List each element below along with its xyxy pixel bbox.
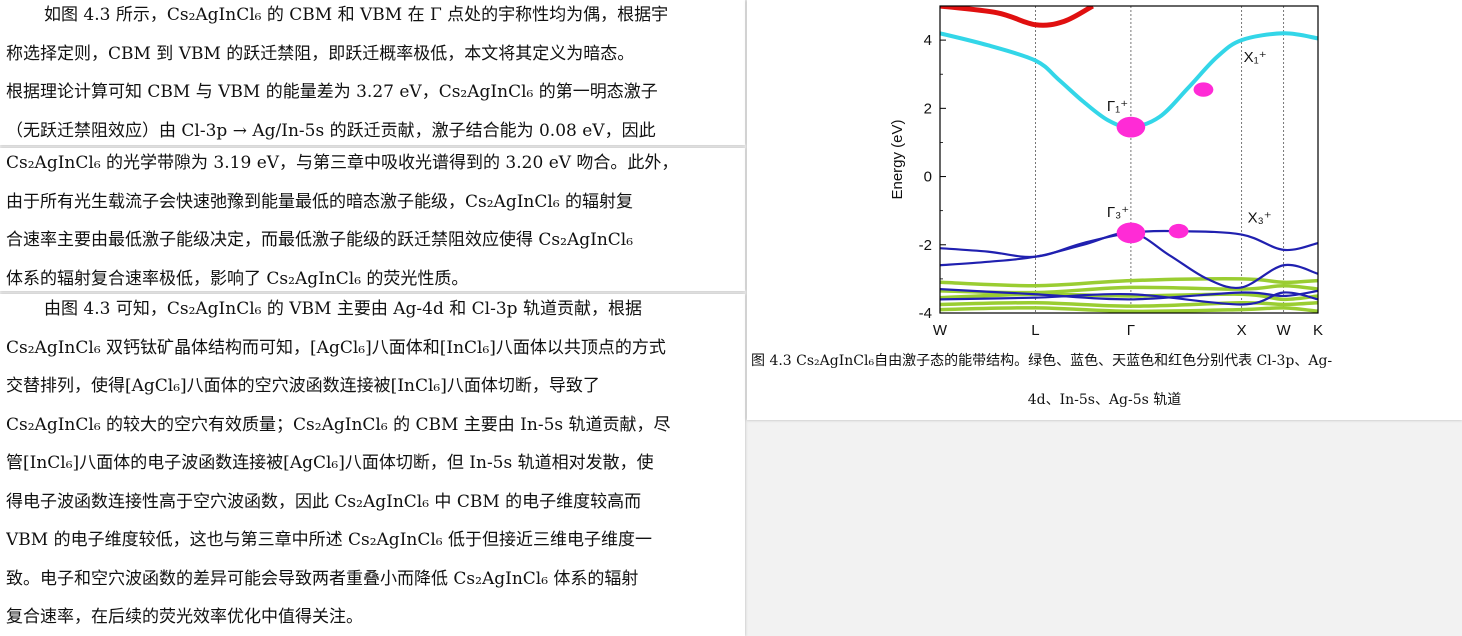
text-line: 管[InCl₆]八面体的电子波函数连接被[AgCl₆]八面体切断，但 In-5s…	[6, 453, 654, 473]
text-line: 体系的辐射复合速率极低，影响了 Cs₂AgInCl₆ 的荧光性质。	[6, 268, 469, 289]
text-line: （无跃迁禁阻效应）由 Cl-3p → Ag/In-5s 的跃迁贡献，激子结合能为…	[6, 120, 656, 141]
band-line-ag-5s	[940, 6, 1094, 28]
x-tick-label: L	[1031, 322, 1039, 339]
text-page-3: 由图 4.3 可知，Cs₂AgInCl₆ 的 VBM 主要由 Ag-4d 和 C…	[0, 294, 745, 636]
text-line: 称选择定则，CBM 到 VBM 的跃迁禁阻，即跃迁概率极低，本文将其定义为暗态。	[6, 43, 635, 64]
bands-group	[940, 6, 1318, 313]
point-label-gamma1: Γ₁⁺	[1107, 98, 1128, 115]
figure-page: -4 -2 0 2 4 W L Γ X W K Energy (eV) Γ₁⁺ X₁⁺ Γ₃⁺ X₃⁺ 图 4…	[747, 0, 1462, 420]
text-line: 致。电子和空穴波函数的差异可能会导致两者重叠小而降低 Cs₂AgInCl₆ 体系…	[6, 568, 639, 589]
figure-caption-line-1: 图 4.3 Cs₂AgInCl₆自由激子态的能带结构。绿色、蓝色、天蓝色和红色分…	[751, 353, 1333, 369]
text-page-2: Cs₂AgInCl₆ 的光学带隙为 3.19 eV，与第三章中吸收光谱得到的 3…	[0, 148, 745, 291]
x-tick-label: W	[933, 322, 948, 339]
y-tick-label: 0	[924, 169, 932, 186]
x-tick-label: Γ	[1127, 322, 1135, 339]
text-line: 由于所有光生载流子会快速弛豫到能量最低的暗态激子能级，Cs₂AgInCl₆ 的辐…	[6, 191, 634, 212]
text-line: 由图 4.3 可知，Cs₂AgInCl₆ 的 VBM 主要由 Ag-4d 和 C…	[44, 299, 642, 319]
y-axis-label: Energy (eV)	[889, 119, 906, 199]
point-label-gamma3: Γ₃⁺	[1107, 204, 1129, 221]
y-tick-label: -2	[919, 237, 932, 254]
orbital-weight-highlight	[1116, 222, 1146, 244]
band-line-ag-4d-lower	[940, 231, 1318, 290]
text-line: 根据理论计算可知 CBM 与 VBM 的能量差为 3.27 eV，Cs₂AgIn…	[6, 82, 658, 102]
text-line: 交替排列，使得[AgCl₆]八面体的空穴波函数连接被[InCl₆]八面体切断，导…	[6, 376, 600, 396]
band-line-cl-3p-1	[940, 277, 1318, 288]
text-line: Cs₂AgInCl₆ 双钙钛矿晶体结构而可知，[AgCl₆]八面体和[InCl₆…	[6, 337, 666, 358]
y-tick-label: -4	[919, 305, 932, 322]
text-line: Cs₂AgInCl₆ 的较大的空穴有效质量；Cs₂AgInCl₆ 的 CBM 主…	[6, 414, 671, 435]
band-structure-chart: -4 -2 0 2 4 W L Γ X W K Energy (eV) Γ₁⁺ X₁⁺ Γ₃⁺ X₃⁺	[889, 5, 1323, 339]
text-line: VBM 的电子维度较低，这也与第三章中所述 Cs₂AgInCl₆ 低于但接近三维…	[6, 530, 653, 550]
band-line-in-5s	[940, 31, 1318, 130]
x-tick-label: X	[1237, 322, 1247, 339]
text-line: 合速率主要由最低激子能级决定，而最低激子能级的跃迁禁阻效应使得 Cs₂AgInC…	[6, 230, 634, 250]
text-line: 如图 4.3 所示，Cs₂AgInCl₆ 的 CBM 和 VBM 在 Γ 点处的…	[44, 5, 669, 25]
text-line: Cs₂AgInCl₆ 的光学带隙为 3.19 eV，与第三章中吸收光谱得到的 3…	[6, 153, 679, 173]
band-line-ag-4d-deep-2	[940, 291, 1318, 306]
text-page-1: 如图 4.3 所示，Cs₂AgInCl₆ 的 CBM 和 VBM 在 Γ 点处的…	[0, 0, 745, 145]
text-line: 复合速率，在后续的荧光效率优化中值得关注。	[6, 607, 363, 627]
figure-caption-line-2: 4d、In-5s、Ag-5s 轨道	[1027, 392, 1182, 408]
plot-frame	[939, 5, 1319, 314]
y-tick-label: 2	[924, 100, 932, 117]
x-tick-label: K	[1313, 322, 1323, 339]
point-label-x1: X₁⁺	[1244, 49, 1267, 66]
point-label-x3: X₃⁺	[1248, 210, 1272, 227]
orbital-weight-highlight	[1168, 223, 1189, 239]
x-tick-label: W	[1277, 322, 1292, 339]
orbital-weight-highlight	[1116, 116, 1146, 138]
band-line-cl-3p-4	[940, 300, 1318, 308]
orbital-weight-highlight	[1193, 82, 1214, 97]
y-tick-label: 4	[924, 32, 932, 49]
band-line-cl-3p-5	[940, 306, 1318, 313]
text-line: 得电子波函数连接性高于空穴波函数，因此 Cs₂AgInCl₆ 中 CBM 的电子…	[6, 491, 642, 512]
